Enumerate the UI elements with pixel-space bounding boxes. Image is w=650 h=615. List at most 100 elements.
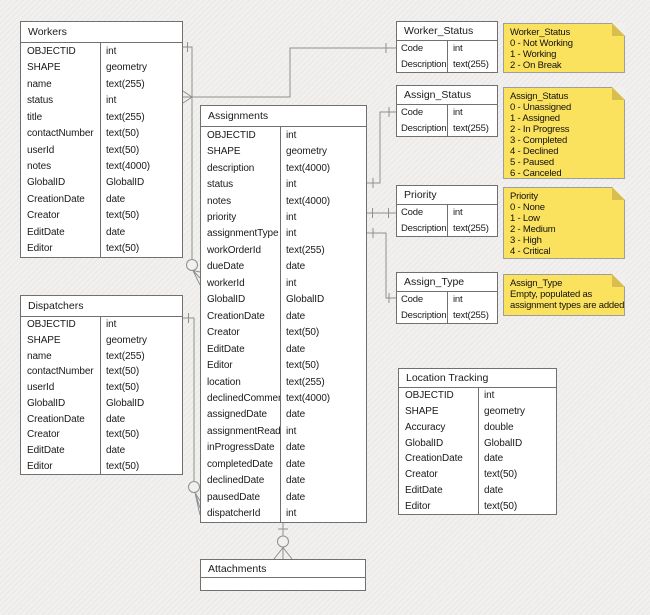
relationship-assignments-priority[interactable] [367, 208, 396, 218]
field-name: Description [397, 307, 448, 323]
table-row[interactable]: Description text(255) [397, 307, 497, 323]
note-line: 3 - Completed [510, 135, 568, 146]
entity-table-priority[interactable]: Priority Code int Description text(255) [396, 185, 498, 237]
note-worker-status[interactable]: Worker_Status 0 - Not Working 1 - Working 2… [503, 23, 625, 73]
table-row[interactable]: inProgressDate date [201, 439, 366, 457]
table-row[interactable]: assignedDate date [201, 406, 366, 424]
note-assign-status[interactable]: Assign_Status 0 - Unassigned 1 - Assigned 2… [503, 87, 625, 179]
relationship-assignments-assign-type[interactable] [367, 228, 396, 303]
field-name: assignedDate [201, 406, 281, 424]
table-row[interactable]: SHAPE geometry [21, 332, 182, 349]
entity-table-location-tracking[interactable]: Location Tracking OBJECTID int SHAPE geomet… [398, 368, 557, 515]
note-title: Assign_Type [510, 278, 563, 289]
table-row[interactable]: CreationDate date [21, 191, 182, 208]
table-row[interactable]: Editor text(50) [399, 498, 556, 514]
note-line: Empty, populated as [510, 289, 593, 300]
table-row[interactable]: CreationDate date [21, 411, 182, 427]
relationship-dispatchers-assignments-dispatcherid[interactable] [183, 313, 201, 516]
field-type: text(50) [106, 382, 140, 394]
table-row[interactable]: completedDate date [201, 456, 366, 473]
table-row[interactable]: Creator text(50) [201, 324, 366, 341]
table-row[interactable]: Description text(255) [397, 120, 497, 136]
relationship-assignments-attachments[interactable] [273, 523, 293, 560]
table-row[interactable]: status int [21, 92, 182, 109]
relationship-assignments-assign-status[interactable] [367, 107, 396, 188]
table-row[interactable]: SHAPE geometry [201, 143, 366, 160]
table-row[interactable]: EditDate date [21, 224, 182, 241]
note-line: 1 - Assigned [510, 113, 560, 124]
table-row[interactable]: userId text(50) [21, 141, 182, 159]
table-row[interactable]: assignmentRead int [201, 423, 366, 440]
entity-table-worker-status[interactable]: Worker_Status Code int Description text(255… [396, 21, 498, 73]
table-row[interactable]: location text(255) [201, 373, 366, 391]
table-row[interactable]: declinedDate date [201, 472, 366, 489]
entity-table-attachments[interactable]: Attachments [200, 559, 366, 591]
table-row[interactable]: status int [201, 176, 366, 193]
table-row[interactable]: pausedDate date [201, 488, 366, 506]
relationship-workers-assignments-workerid[interactable] [183, 42, 201, 286]
table-row[interactable]: EditDate date [201, 340, 366, 358]
table-row[interactable]: workerId int [201, 275, 366, 292]
field-name: priority [201, 209, 281, 226]
table-row[interactable]: priority int [201, 209, 366, 226]
table-row[interactable]: Description text(255) [397, 56, 497, 72]
note-priority[interactable]: Priority 0 - None 1 - Low 2 - Medium 3 - Hig… [503, 187, 625, 259]
table-row[interactable]: GlobalID GlobalID [21, 174, 182, 192]
table-row[interactable]: name text(255) [21, 75, 182, 93]
table-row[interactable]: Creator text(50) [21, 426, 182, 443]
table-row[interactable]: Creator text(50) [399, 466, 556, 483]
table-row[interactable]: CreationDate date [399, 451, 556, 467]
table-row[interactable]: Editor text(50) [21, 240, 182, 258]
table-row[interactable]: OBJECTID int [399, 388, 556, 404]
table-row[interactable]: Accuracy double [399, 419, 556, 436]
table-row[interactable]: dispatcherId int [201, 505, 366, 522]
entity-table-workers[interactable]: Workers OBJECTID int SHAPE geometry name text… [20, 21, 183, 258]
table-row[interactable]: Code int [397, 292, 497, 308]
table-row[interactable]: GlobalID GlobalID [201, 291, 366, 308]
table-row[interactable]: Creator text(50) [21, 207, 182, 225]
table-row[interactable]: Description text(255) [397, 220, 497, 236]
table-row[interactable]: dueDate date [201, 258, 366, 276]
note-line: 6 - Canceled [510, 168, 562, 179]
table-row[interactable]: Code int [397, 41, 497, 57]
field-type: GlobalID [106, 177, 145, 189]
note-line: 2 - In Progress [510, 124, 570, 135]
note-assign-type[interactable]: Assign_Type Empty, populated as assignment… [503, 274, 625, 316]
relationship-workers-worker-status[interactable] [182, 43, 396, 104]
table-row[interactable]: SHAPE geometry [21, 59, 182, 76]
table-row[interactable]: OBJECTID int [21, 317, 182, 333]
table-row[interactable]: EditDate date [399, 482, 556, 499]
entity-table-assignments[interactable]: Assignments OBJECTID int SHAPE geometry desc… [200, 105, 367, 523]
field-name: location [201, 373, 281, 391]
table-row[interactable]: EditDate date [21, 442, 182, 459]
table-row[interactable]: description text(4000) [201, 159, 366, 177]
table-row[interactable]: OBJECTID int [201, 127, 366, 144]
table-row[interactable]: userId text(50) [21, 379, 182, 396]
table-row[interactable]: notes text(4000) [201, 192, 366, 210]
table-row[interactable]: Editor text(50) [21, 458, 182, 475]
table-row[interactable]: workOrderId text(255) [201, 242, 366, 259]
table-row[interactable]: name text(255) [21, 348, 182, 365]
field-name: EditDate [21, 224, 101, 241]
field-type: text(50) [106, 366, 140, 378]
entity-table-assign-type[interactable]: Assign_Type Code int Description text(255) [396, 272, 498, 324]
table-row[interactable]: contactNumber text(50) [21, 364, 182, 380]
table-row[interactable]: SHAPE geometry [399, 403, 556, 420]
table-row[interactable]: Editor text(50) [201, 357, 366, 374]
table-row[interactable]: Code int [397, 105, 497, 121]
entity-table-assign-status[interactable]: Assign_Status Code int Description text(255… [396, 85, 498, 137]
table-row[interactable]: Code int [397, 205, 497, 221]
table-row[interactable]: GlobalID GlobalID [399, 435, 556, 451]
table-row[interactable]: declinedComment text(4000) [201, 390, 366, 407]
table-row[interactable]: title text(255) [21, 108, 182, 126]
table-row[interactable]: OBJECTID int [21, 43, 182, 60]
table-row[interactable]: CreationDate date [201, 307, 366, 325]
note-line: 1 - Low [510, 213, 540, 224]
field-type: date [286, 458, 306, 470]
table-row[interactable]: assignmentType int [201, 225, 366, 243]
table-row[interactable]: GlobalID GlobalID [21, 395, 182, 412]
field-type: int [286, 425, 297, 437]
table-row[interactable]: notes text(4000) [21, 158, 182, 175]
table-row[interactable]: contactNumber text(50) [21, 125, 182, 142]
entity-table-dispatchers[interactable]: Dispatchers OBJECTID int SHAPE geometry name… [20, 295, 183, 475]
